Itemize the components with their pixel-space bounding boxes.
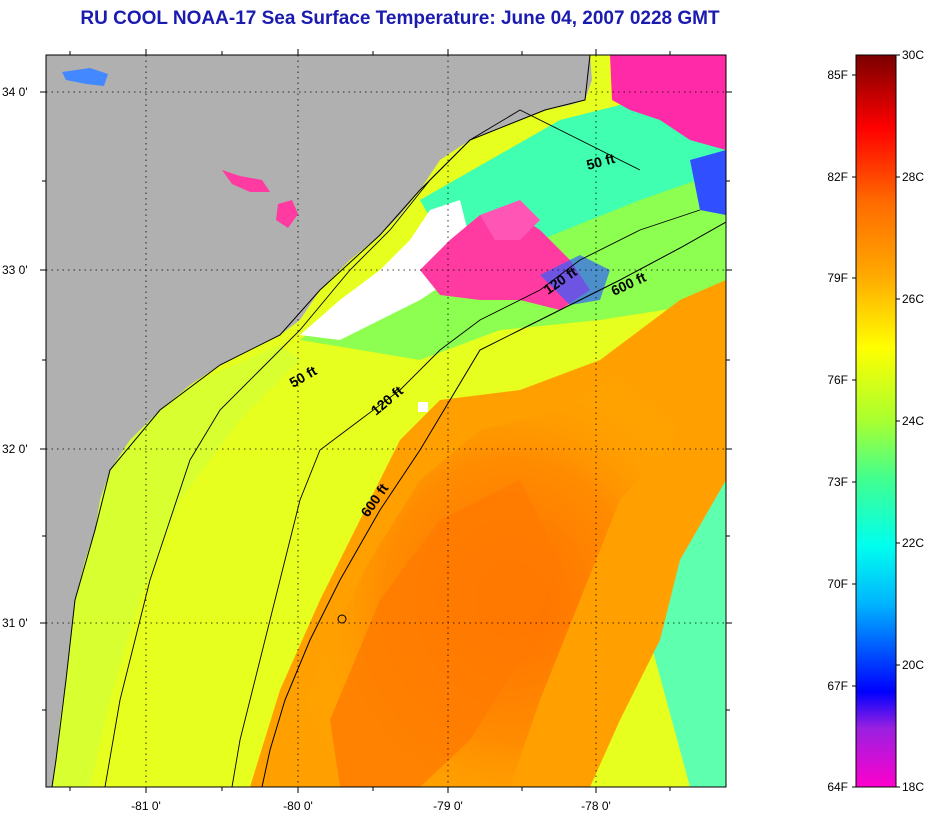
colorbar-c-label-22: 22C: [902, 536, 924, 550]
colorbar-f-label-73: 73F: [827, 475, 848, 489]
lat-label-32: 32 0': [2, 442, 28, 456]
colorbar-f-label-79: 79F: [827, 271, 848, 285]
lon-label-79: -79 0': [433, 799, 463, 813]
axis-ticks: [40, 49, 732, 793]
colorbar-f-label-70: 70F: [827, 577, 848, 591]
inland-lake-3: [276, 200, 298, 228]
lat-label-33: 33 0': [2, 263, 28, 277]
lat-label-31: 31 0': [2, 616, 28, 630]
colorbar-ticks: [852, 54, 900, 788]
isobath-ring: [337, 614, 347, 624]
land-mass: [46, 55, 592, 787]
colorbar-f-label-76: 76F: [827, 373, 848, 387]
colorbar-c-label-28: 28C: [902, 170, 924, 184]
graticule: [46, 55, 726, 787]
isobath-120ft: [231, 209, 701, 787]
isobath-600ft: [261, 221, 726, 787]
colorbar-c-label-24: 24C: [902, 414, 924, 428]
inland-lake-1: [62, 68, 108, 86]
ne-cloud-patch: [610, 55, 726, 150]
colorbar-c-label-18: 18C: [902, 780, 924, 794]
temperature-colorbar: [855, 54, 897, 788]
coastline: [51, 55, 591, 787]
inland-lake-2: [222, 170, 270, 192]
lon-label-81: -81 0': [131, 799, 161, 813]
colorbar-f-label-67: 67F: [827, 679, 848, 693]
cloud-mask: [300, 200, 470, 340]
colorbar-f-label-64: 64F: [827, 780, 848, 794]
lon-label-80: -80 0': [283, 799, 313, 813]
isobath-50ft: [104, 109, 641, 787]
colorbar-f-label-85: 85F: [827, 68, 848, 82]
cloud-edge-patch: [420, 210, 590, 310]
colorbar-f-label-82: 82F: [827, 170, 848, 184]
colorbar-c-label-26: 26C: [902, 292, 924, 306]
colorbar-c-label-20: 20C: [902, 658, 924, 672]
depth-label-50ft-north: 50 ft: [585, 150, 617, 173]
warm-core-patch: [330, 480, 560, 787]
lon-label-78: -78 0': [581, 799, 611, 813]
map-title: RU COOL NOAA-17 Sea Surface Temperature:…: [80, 8, 720, 29]
sst-field: 50 ft 50 ft 120 ft 120 ft 600 ft 600 ft: [46, 55, 726, 787]
cold-edge-patch: [540, 255, 610, 305]
lat-label-34: 34 0': [2, 85, 28, 99]
ne-cold-patch: [690, 150, 726, 215]
small-cloud-pixel: [418, 402, 428, 412]
colorbar-c-label-30: 30C: [902, 48, 924, 62]
map-frame: [45, 54, 727, 788]
cloud-edge-patch-2: [480, 200, 540, 240]
